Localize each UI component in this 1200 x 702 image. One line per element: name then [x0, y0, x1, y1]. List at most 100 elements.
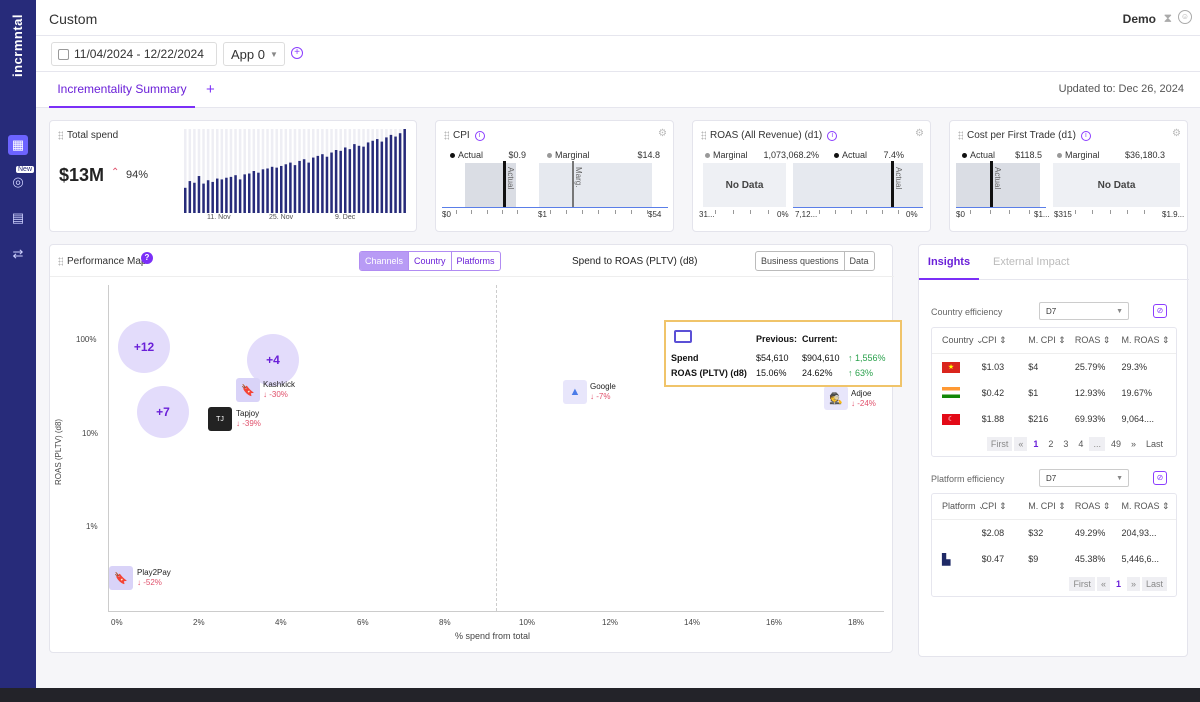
table-row[interactable]: ▙ $0.47 $9 45.38% 5,446,6...	[932, 546, 1176, 572]
date-range-picker[interactable]: 11/04/2024 - 12/22/2024	[51, 42, 217, 66]
column-header-platform[interactable]: Platform ⌄	[942, 501, 982, 511]
spend-bar[interactable]	[280, 165, 283, 213]
drag-handle-icon[interactable]	[958, 131, 963, 140]
spend-bar[interactable]	[289, 162, 292, 213]
gear-icon[interactable]: ⚙	[915, 128, 924, 139]
spend-bar[interactable]	[371, 140, 374, 213]
spend-bar[interactable]	[293, 165, 297, 213]
spend-bar[interactable]	[321, 154, 324, 213]
spend-bar[interactable]	[202, 183, 205, 213]
info-icon[interactable]: i	[827, 130, 838, 141]
spend-bar[interactable]	[270, 166, 274, 213]
segment-channels[interactable]: Channels	[360, 252, 409, 270]
column-header[interactable]: M. CPI ⇕	[1028, 335, 1066, 345]
page-last[interactable]: Last	[1141, 577, 1167, 591]
platform-settings-icon[interactable]: ⊘	[1153, 471, 1167, 485]
spend-bar[interactable]	[211, 181, 214, 213]
column-header[interactable]: ROAS ⇕	[1074, 335, 1111, 345]
column-header[interactable]: CPI ⇕	[981, 501, 1007, 511]
drag-handle-icon[interactable]	[58, 257, 63, 266]
segment-data[interactable]: Data	[843, 252, 874, 270]
page-first[interactable]: First	[1069, 577, 1095, 591]
bookmark-icon[interactable]: 🔖	[236, 378, 260, 402]
spend-bar[interactable]	[229, 176, 233, 213]
cluster-bubble[interactable]: +7	[137, 386, 189, 438]
spend-bar[interactable]	[284, 164, 288, 213]
tab-insights[interactable]: Insights	[919, 245, 979, 280]
page-last[interactable]: Last	[1145, 439, 1163, 449]
column-header-country[interactable]: Country ⌄	[942, 335, 982, 345]
spend-bar[interactable]	[330, 152, 333, 213]
page-first[interactable]: First	[986, 437, 1013, 451]
page-number[interactable]: 1	[1033, 439, 1039, 449]
column-header[interactable]: M. ROAS ⇕	[1121, 335, 1170, 345]
spend-bar[interactable]	[261, 169, 265, 213]
bookmark-icon[interactable]: 🔖	[109, 566, 133, 590]
spend-bar[interactable]	[298, 160, 301, 213]
spend-bar[interactable]	[403, 129, 406, 213]
drag-handle-icon[interactable]	[58, 131, 63, 140]
spend-bar[interactable]	[316, 155, 320, 213]
column-header[interactable]: M. ROAS ⇕	[1121, 501, 1170, 511]
spend-bar[interactable]	[220, 179, 224, 213]
spend-bar[interactable]	[234, 175, 237, 213]
spend-bar[interactable]	[380, 141, 384, 213]
cluster-bubble[interactable]: +12	[118, 321, 170, 373]
drag-handle-icon[interactable]	[701, 131, 706, 140]
country-settings-icon[interactable]: ⊘	[1153, 304, 1167, 318]
hourglass-icon[interactable]: ⧗	[1163, 11, 1172, 25]
spend-bar[interactable]	[248, 173, 251, 213]
spend-bar[interactable]	[376, 139, 379, 213]
page-next[interactable]: »	[1130, 439, 1136, 449]
spend-bar[interactable]	[225, 177, 228, 213]
segment-platforms[interactable]: Platforms	[450, 252, 500, 270]
spend-bar[interactable]	[307, 162, 310, 213]
column-header[interactable]: CPI ⇕	[981, 335, 1007, 345]
column-header[interactable]: M. CPI ⇕	[1028, 501, 1066, 511]
add-filter-icon[interactable]: +	[291, 47, 303, 59]
spend-bar[interactable]	[366, 142, 370, 213]
dashboard-icon[interactable]: ▦	[8, 135, 28, 155]
spend-bar[interactable]	[385, 137, 388, 213]
page-prev[interactable]: «	[1096, 577, 1110, 591]
column-header[interactable]: ROAS ⇕	[1074, 501, 1111, 511]
spend-bar[interactable]	[353, 144, 356, 213]
segment-business-questions[interactable]: Business questions	[761, 256, 839, 266]
platform-period-select[interactable]: D7 ▼	[1039, 469, 1129, 487]
page-number[interactable]: 4	[1078, 439, 1084, 449]
page-number[interactable]: 3	[1063, 439, 1069, 449]
spend-bar[interactable]	[275, 167, 278, 213]
tapjoy-logo-icon[interactable]: TJ	[208, 407, 232, 431]
transfer-icon[interactable]: ⇄	[12, 246, 24, 261]
spend-bar[interactable]	[206, 180, 210, 213]
add-tab-button[interactable]: +	[206, 81, 215, 98]
spend-bar[interactable]	[362, 146, 365, 213]
spend-bar[interactable]	[257, 172, 260, 213]
segment-country[interactable]: Country	[408, 252, 451, 270]
compass-icon[interactable]: ◎	[12, 174, 24, 189]
spend-bar[interactable]	[188, 181, 192, 213]
page-number[interactable]: 1	[1115, 579, 1121, 589]
tab-external-impact[interactable]: External Impact	[993, 256, 1070, 268]
spend-bar[interactable]	[394, 136, 397, 213]
spend-bar[interactable]	[325, 156, 329, 213]
info-icon[interactable]: i	[1080, 130, 1091, 141]
app-select[interactable]: App 0 ▼	[223, 42, 285, 66]
gear-icon[interactable]: ⚙	[1172, 128, 1181, 139]
spend-bar[interactable]	[193, 182, 196, 213]
info-icon[interactable]: i	[474, 130, 485, 141]
spend-bar[interactable]	[216, 178, 219, 213]
spend-bar[interactable]	[312, 157, 315, 213]
spend-bar[interactable]	[302, 159, 306, 213]
table-row[interactable]: $0.42 $1 12.93% 19.67%	[932, 380, 1176, 406]
tab-incrementality-summary[interactable]: Incrementality Summary	[49, 72, 195, 108]
spend-bar[interactable]	[344, 147, 347, 213]
gear-icon[interactable]: ⚙	[658, 128, 667, 139]
spend-bar[interactable]	[238, 179, 242, 213]
page-prev[interactable]: «	[1014, 437, 1028, 451]
adjoe-mascot-icon[interactable]: 🕵	[824, 386, 848, 410]
spend-bar[interactable]	[266, 168, 269, 213]
drag-handle-icon[interactable]	[444, 131, 449, 140]
table-row[interactable]: ☾ $1.88 $216 69.93% 9,064....	[932, 406, 1176, 432]
spend-bar[interactable]	[252, 171, 256, 213]
